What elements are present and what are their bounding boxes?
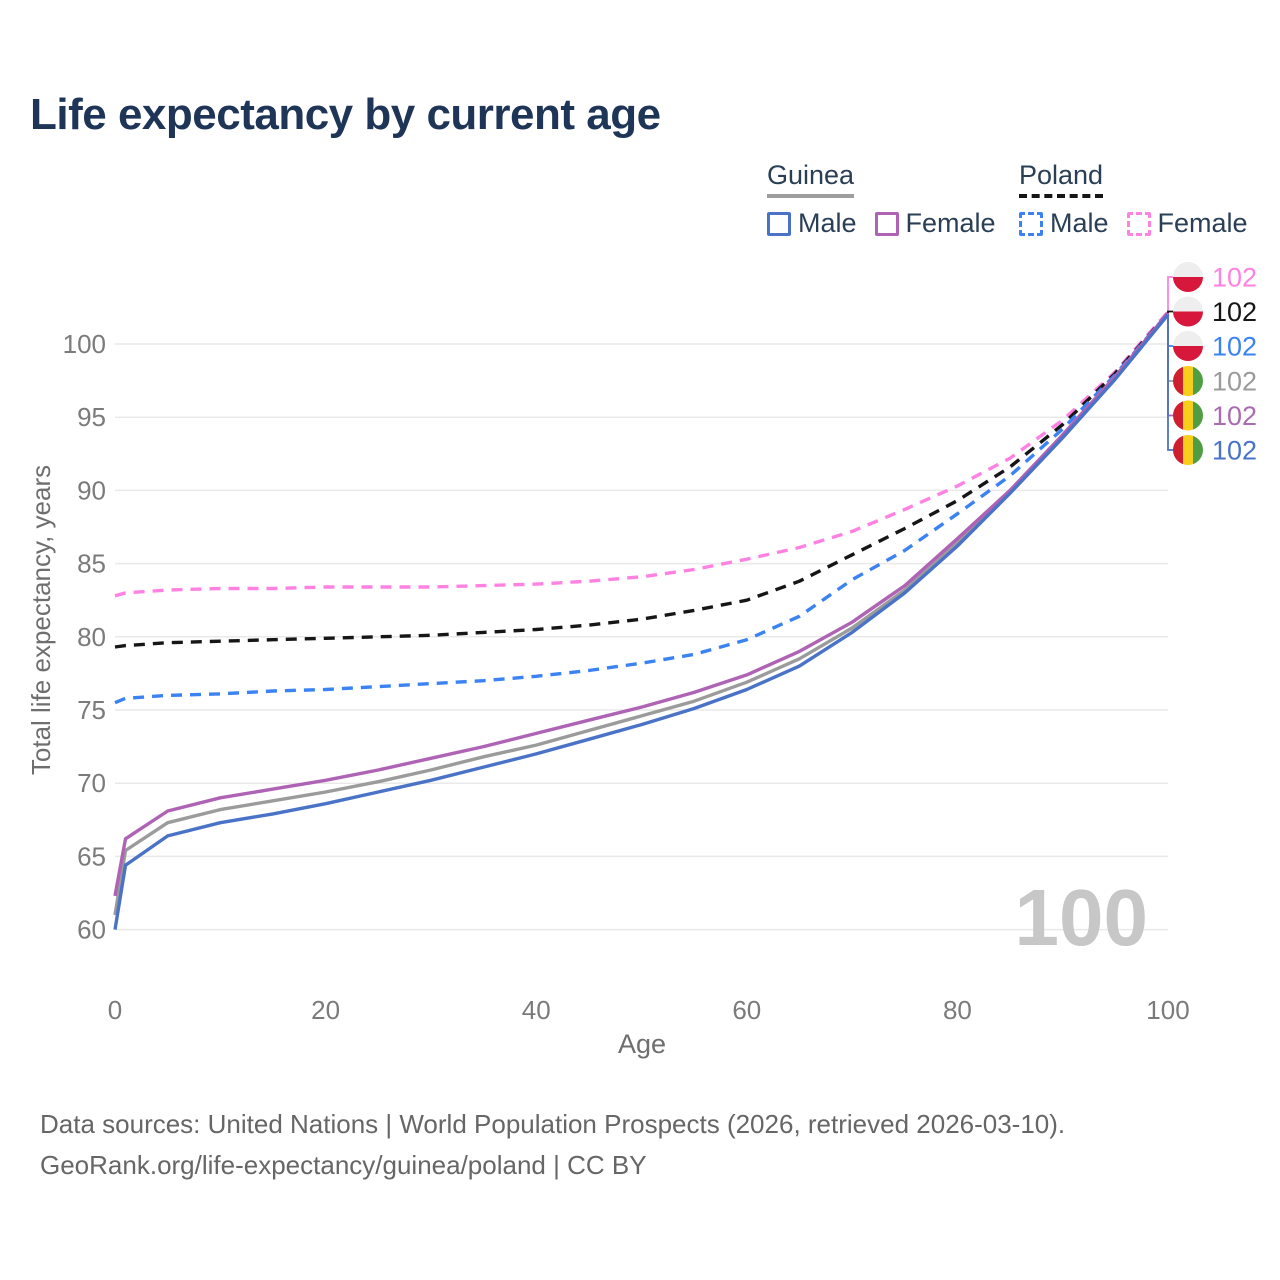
source-url-text: GeoRank.org/life-expectancy/guinea/polan… [40, 1150, 647, 1180]
y-tick-label: 95 [77, 402, 106, 432]
guinea-female-swatch-icon [874, 211, 899, 236]
poland-both-line[interactable] [114, 312, 1170, 649]
guinea-male-line[interactable] [113, 313, 1170, 930]
y-tick-label: 60 [77, 915, 106, 945]
poland-male-line[interactable] [114, 312, 1170, 705]
legend-item-poland-female[interactable]: Female [1126, 208, 1248, 239]
x-tick-label: 60 [732, 995, 761, 1025]
legend-items-poland: Male Female [1019, 208, 1248, 239]
poland-male-end-value-label: 102 [1212, 332, 1257, 362]
y-tick-label: 90 [77, 475, 106, 505]
legend-country-guinea[interactable]: Guinea [767, 160, 855, 198]
legend-item-poland-male[interactable]: Male [1019, 208, 1109, 239]
poland-flag-icon [1173, 331, 1203, 361]
guinea-flag-icon [1173, 435, 1203, 465]
x-tick-label: 20 [311, 995, 340, 1025]
legend-item-label: Female [1157, 208, 1248, 238]
x-tick-label: 100 [1146, 995, 1189, 1025]
legend-item-label: Male [1050, 208, 1109, 238]
legend-group-guinea: Guinea Male Female [767, 160, 996, 239]
footer-attribution: Data sources: United Nations | World Pop… [40, 1104, 1065, 1186]
poland-flag-icon [1173, 296, 1203, 327]
guinea-flag-icon [1173, 366, 1203, 396]
guinea-male-swatch-icon [767, 211, 791, 236]
poland-female-swatch-icon [1126, 211, 1151, 236]
page-title: Life expectancy by current age [30, 90, 661, 139]
legend-country-poland[interactable]: Poland [1019, 160, 1104, 198]
guinea-both-end-value-label: 102 [1212, 367, 1257, 397]
guinea-male-end-value-label: 102 [1212, 436, 1257, 466]
guinea-both-line[interactable] [113, 313, 1170, 916]
data-sources-text: Data sources: United Nations | World Pop… [40, 1109, 1066, 1139]
poland-both-end-value-label: 102 [1212, 297, 1257, 327]
y-tick-label: 100 [63, 329, 106, 359]
y-tick-label: 65 [77, 841, 106, 871]
age-watermark: 100 [1015, 873, 1148, 962]
legend-group-poland: Poland Male Female [1019, 160, 1248, 239]
x-tick-label: 0 [108, 995, 122, 1025]
guinea-male-leader-line [1167, 314, 1174, 451]
guinea-flag-icon [1173, 400, 1203, 431]
x-tick-label: 80 [943, 995, 972, 1025]
y-tick-label: 70 [77, 768, 106, 798]
guinea-female-line[interactable] [113, 312, 1170, 897]
y-tick-label: 75 [77, 695, 106, 725]
legend-items-guinea: Male Female [767, 208, 996, 239]
poland-female-end-value-label: 102 [1212, 263, 1257, 293]
x-axis-title: Age [618, 1029, 666, 1059]
legend-item-label: Male [798, 208, 857, 238]
poland-flag-icon [1173, 262, 1203, 292]
poland-both-leader-line [1167, 310, 1174, 314]
poland-male-swatch-icon [1019, 211, 1043, 236]
y-tick-label: 80 [77, 622, 106, 652]
y-axis-title: Total life expectancy, years [26, 465, 56, 775]
legend-item-guinea-female[interactable]: Female [874, 208, 996, 239]
x-tick-label: 40 [522, 995, 551, 1025]
y-tick-label: 85 [77, 549, 106, 579]
poland-female-line[interactable] [114, 310, 1170, 598]
poland-female-leader-line [1167, 276, 1174, 312]
legend-item-guinea-male[interactable]: Male [767, 208, 857, 239]
guinea-female-end-value-label: 102 [1212, 401, 1257, 431]
legend-item-label: Female [905, 208, 996, 238]
